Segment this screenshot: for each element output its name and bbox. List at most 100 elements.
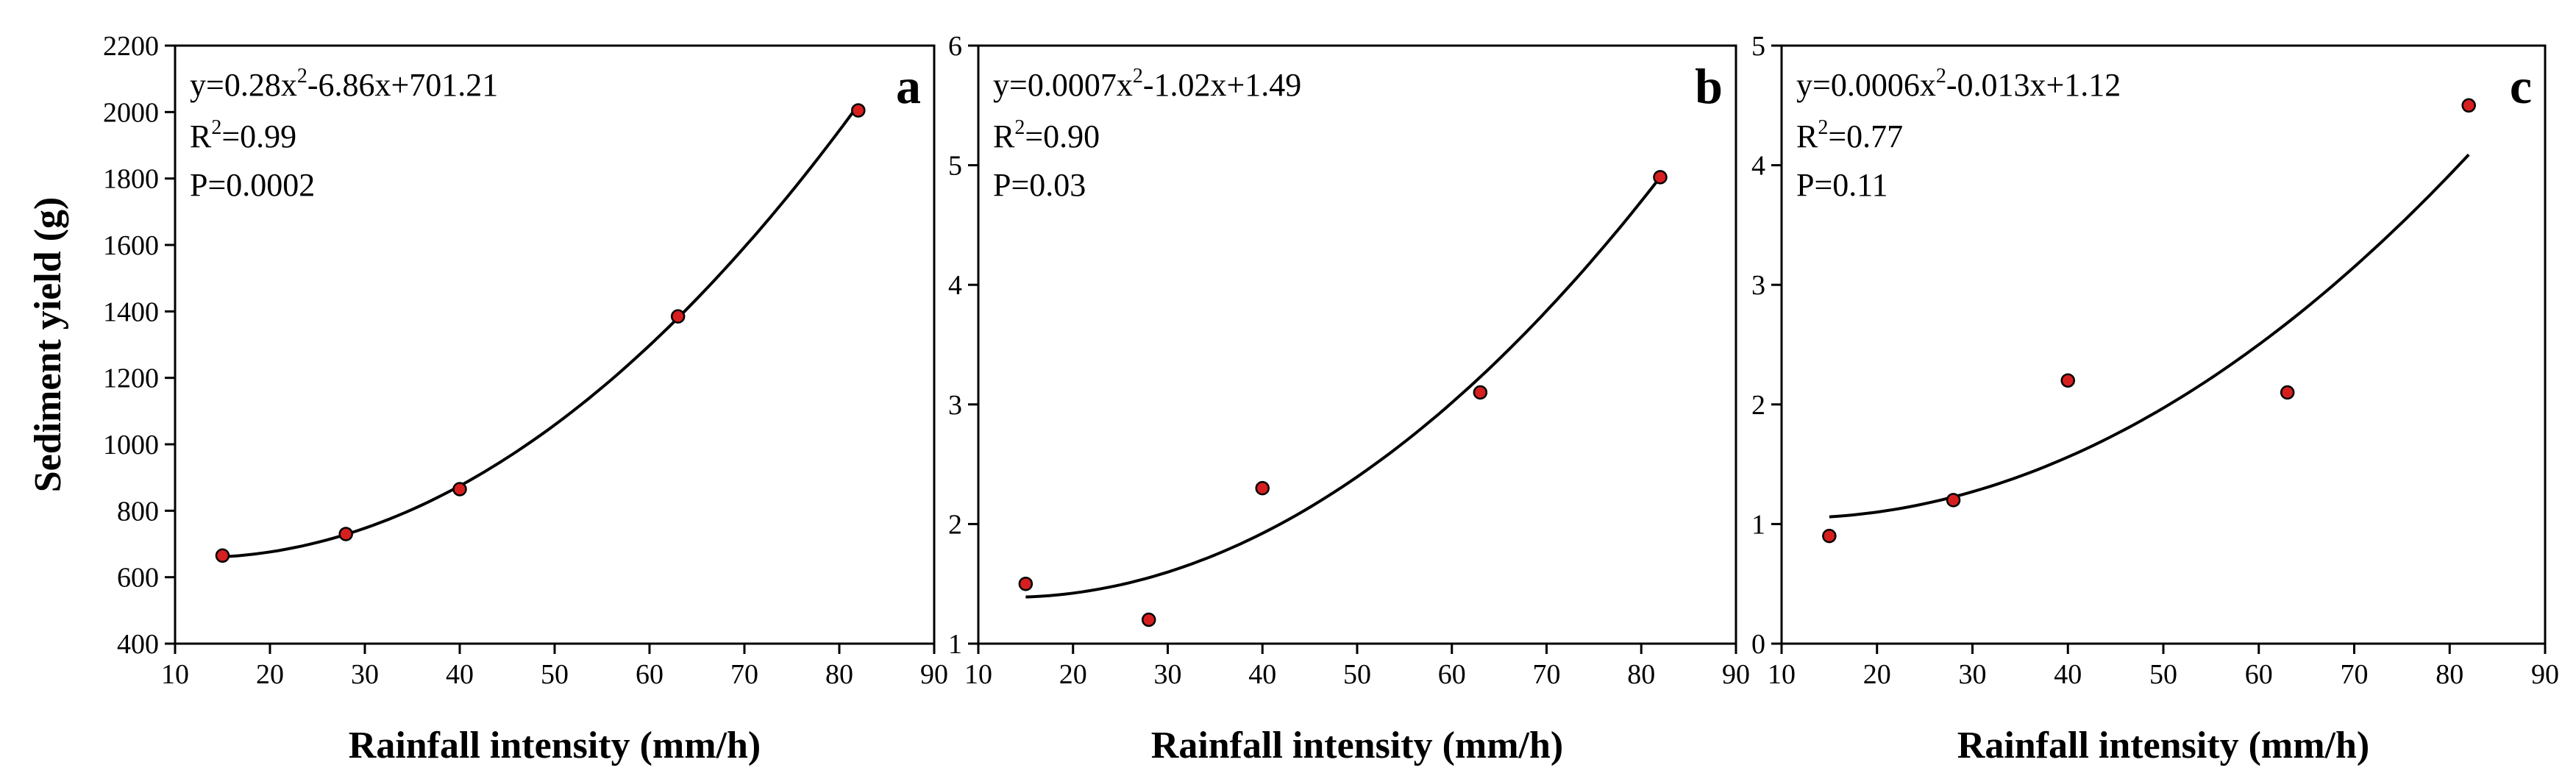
y-tick-label: 800 <box>117 496 159 527</box>
data-point <box>1142 612 1156 627</box>
panel-label: a <box>896 58 921 114</box>
y-tick-label: 4 <box>1751 151 1765 182</box>
y-tick-label: 1 <box>948 629 962 660</box>
regression-equation: y=0.0007x2-1.02x+1.49 <box>993 65 1301 103</box>
y-tick-label: 1200 <box>103 363 159 394</box>
y-tick-label: 1600 <box>103 230 159 261</box>
panel-c: 10 20 30 40 50 60 70 80 90 0 1 2 3 4 5 Rainfall intensi… <box>1751 31 2559 766</box>
x-tick-label: 20 <box>1059 659 1087 690</box>
y-tick-label: 0 <box>1751 629 1765 660</box>
data-point <box>2060 373 2075 388</box>
y-tick-label: 2 <box>1751 390 1765 421</box>
data-point <box>452 482 467 497</box>
regression-equation-base: y=0.0006x <box>1796 67 1936 103</box>
r-squared: R2=0.99 <box>190 116 296 154</box>
x-tick-label: 60 <box>636 659 663 690</box>
y-tick-label: 1000 <box>103 430 159 460</box>
regression-equation-rest: -1.02x+1.49 <box>1143 67 1301 103</box>
x-axis-title: Rainfall intensity (mm/h) <box>349 725 761 766</box>
data-point <box>338 527 353 541</box>
x-tick-label: 50 <box>1343 659 1371 690</box>
y-tick-label: 600 <box>117 563 159 594</box>
x-tick-label: 80 <box>1627 659 1655 690</box>
regression-equation-base: y=0.0007x <box>993 67 1133 103</box>
data-point <box>215 548 230 563</box>
x-tick-label: 30 <box>1154 659 1182 690</box>
y-tick-label: 1800 <box>103 164 159 195</box>
regression-equation-rest: -0.013x+1.12 <box>1946 67 2121 103</box>
r-squared-base: R <box>1796 118 1818 154</box>
fit-curve <box>1025 176 1662 599</box>
y-tick-label: 3 <box>1751 270 1765 301</box>
x-tick-label: 30 <box>351 659 379 690</box>
y-tick-label: 2 <box>948 509 962 540</box>
regression-equation-base: y=0.28x <box>190 67 297 103</box>
x-tick-label: 80 <box>825 659 853 690</box>
x-tick-label: 70 <box>1533 659 1561 690</box>
fit-curve <box>222 104 860 558</box>
y-axis-title: Sediment yield (g) <box>27 197 69 493</box>
x-tick-label: 10 <box>1768 659 1796 690</box>
r-squared-base: R <box>190 118 212 154</box>
y-tick-label: 6 <box>948 31 962 62</box>
data-point <box>2461 98 2476 113</box>
y-tick-label: 1400 <box>103 296 159 327</box>
y-tick-label: 2000 <box>103 97 159 128</box>
data-point <box>1653 170 1668 185</box>
y-tick-label: 1 <box>1751 509 1765 540</box>
panel-label: b <box>1695 58 1723 114</box>
data-point <box>1946 493 1961 508</box>
r-squared: R2=0.90 <box>993 116 1100 154</box>
r-squared-rest: =0.77 <box>1828 118 1903 154</box>
x-tick-label: 70 <box>730 659 758 690</box>
y-tick-label: 5 <box>948 151 962 182</box>
p-value: P=0.0002 <box>190 167 315 203</box>
panel-label: c <box>2510 58 2532 114</box>
data-point <box>670 309 686 324</box>
r-squared-rest: =0.99 <box>221 118 296 154</box>
data-point <box>1018 576 1033 591</box>
y-tick-label: 4 <box>948 270 962 301</box>
x-tick-label: 40 <box>446 659 474 690</box>
x-tick-label: 60 <box>1438 659 1466 690</box>
r-squared-base: R <box>993 118 1015 154</box>
data-point <box>851 103 866 118</box>
regression-equation: y=0.28x2-6.86x+701.21 <box>190 65 498 103</box>
y-tick-label: 5 <box>1751 31 1765 62</box>
p-value: P=0.03 <box>993 167 1086 203</box>
fit-curve <box>1829 153 2470 519</box>
x-tick-label: 60 <box>2245 659 2273 690</box>
y-tick-label: 3 <box>948 390 962 421</box>
x-tick-label: 50 <box>541 659 569 690</box>
regression-equation: y=0.0006x2-0.013x+1.12 <box>1796 65 2121 103</box>
r-squared-exponent: 2 <box>1818 116 1828 139</box>
y-tick-label: 400 <box>117 629 159 660</box>
data-point <box>1255 480 1270 496</box>
panel-a: 10 20 30 40 50 60 70 80 90 400 600 800 1000 1200 1400 1… <box>27 31 948 766</box>
x-axis-title: Rainfall intensity (mm/h) <box>1151 725 1563 766</box>
x-tick-label: 80 <box>2436 659 2463 690</box>
panel-b: 10 20 30 40 50 60 70 80 90 1 2 3 4 5 6 Rainfall intensi… <box>948 31 1750 766</box>
x-tick-label: 90 <box>2531 659 2559 690</box>
p-value: P=0.11 <box>1796 167 1888 203</box>
r-squared-exponent: 2 <box>211 116 221 139</box>
x-tick-label: 70 <box>2341 659 2369 690</box>
data-point <box>1473 385 1488 400</box>
x-tick-label: 50 <box>2149 659 2177 690</box>
y-tick-label: 2200 <box>103 31 159 62</box>
r-squared: R2=0.77 <box>1796 116 1903 154</box>
r-squared-rest: =0.90 <box>1025 118 1100 154</box>
x-tick-label: 20 <box>256 659 284 690</box>
r-squared-exponent: 2 <box>1014 116 1025 139</box>
regression-equation-rest: -6.86x+701.21 <box>307 67 498 103</box>
regression-equation-exponent: 2 <box>297 65 307 88</box>
x-tick-label: 10 <box>964 659 992 690</box>
data-point <box>2280 385 2295 400</box>
x-tick-label: 30 <box>1959 659 1987 690</box>
x-tick-label: 20 <box>1863 659 1891 690</box>
regression-equation-exponent: 2 <box>1133 65 1143 88</box>
x-tick-label: 90 <box>1722 659 1750 690</box>
x-axis-title: Rainfall intensity (mm/h) <box>1957 725 2369 766</box>
x-tick-label: 10 <box>161 659 189 690</box>
